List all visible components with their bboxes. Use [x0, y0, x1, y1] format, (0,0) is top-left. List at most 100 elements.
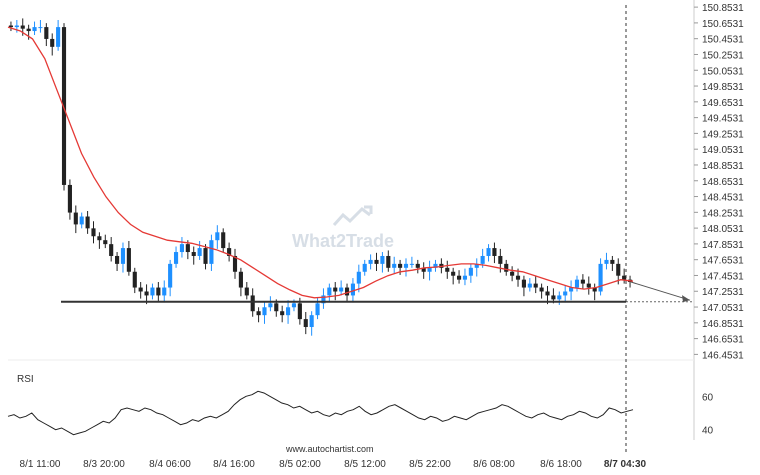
rsi-tick-label: 40	[702, 426, 714, 437]
candle-up	[350, 283, 355, 296]
candle-up	[409, 263, 414, 265]
time-tick-label: 8/5 02:00	[279, 459, 321, 470]
candle-up	[339, 287, 344, 292]
candle-down	[533, 283, 538, 288]
candle-up	[262, 307, 267, 316]
candle-down	[374, 259, 379, 264]
candle-down	[504, 263, 509, 272]
forecast-arrowhead-icon	[682, 295, 690, 303]
candle-down	[386, 255, 391, 268]
candle-up	[392, 263, 397, 268]
price-tick-label: 147.6531	[702, 256, 744, 267]
candle-down	[492, 248, 497, 256]
candle-up	[574, 279, 580, 288]
candle-up	[462, 275, 468, 280]
candle-down	[498, 255, 503, 264]
candle-up	[427, 267, 432, 272]
candle-down	[67, 184, 72, 213]
candle-down	[451, 271, 456, 276]
candle-up	[474, 263, 479, 268]
candle-down	[91, 228, 96, 237]
candle-up	[321, 295, 326, 304]
price-tick-label: 146.6531	[702, 335, 744, 346]
candle-down	[138, 287, 143, 292]
candle-down	[238, 271, 243, 288]
time-tick-label: 8/1 11:00	[20, 459, 61, 470]
candle-up	[604, 259, 609, 264]
candle-down	[297, 303, 302, 320]
candle-down	[144, 291, 149, 296]
candle-down	[109, 244, 114, 256]
candle-up	[527, 283, 532, 288]
candle-up	[168, 263, 173, 288]
candle-down	[610, 259, 615, 264]
candle-down	[521, 279, 526, 288]
candle-up	[403, 263, 409, 268]
candle-down	[44, 27, 49, 39]
candle-down	[185, 244, 190, 253]
price-tick-label: 148.2531	[702, 208, 744, 219]
candle-up	[468, 267, 473, 276]
candle-down	[227, 248, 232, 256]
price-tick-label: 149.6531	[702, 98, 744, 109]
price-tick-label: 147.8531	[702, 240, 744, 251]
candle-down	[115, 255, 120, 264]
candle-down	[132, 271, 137, 288]
candle-up	[150, 287, 155, 296]
candle-down	[97, 236, 102, 241]
price-tick-label: 150.8531	[702, 3, 744, 14]
time-tick-label: 8/4 06:00	[149, 459, 191, 470]
price-tick-label: 149.4531	[702, 114, 744, 125]
candle-down	[103, 240, 108, 245]
candle-down	[244, 287, 249, 296]
price-tick-label: 148.6531	[702, 177, 744, 188]
candle-down	[539, 287, 544, 292]
candle-down	[545, 291, 550, 296]
candle-down	[456, 275, 462, 280]
candle-down	[203, 248, 208, 264]
moving-average-line	[7, 26, 634, 299]
candlestick-series	[8, 18, 633, 336]
candle-up	[291, 303, 297, 308]
time-tick-label: 8/5 22:00	[409, 459, 451, 470]
footer-attribution: www.autochartist.com	[285, 444, 374, 454]
rsi-tick-label: 60	[702, 392, 714, 403]
candle-up	[179, 244, 185, 253]
price-tick-label: 146.4531	[702, 350, 744, 361]
candle-up	[380, 255, 385, 264]
price-axis: 150.8531 150.6531 150.4531 150.2531 150.0531…	[694, 3, 744, 361]
candle-down	[26, 28, 31, 32]
rsi-label: RSI	[17, 374, 34, 385]
candle-down	[156, 287, 161, 296]
price-tick-label: 148.0531	[702, 224, 744, 235]
price-tick-label: 150.4531	[702, 35, 744, 46]
price-tick-label: 149.2531	[702, 129, 744, 140]
candle-down	[50, 38, 55, 47]
watermark-text: What2Trade	[292, 231, 394, 251]
time-tick-label: 8/6 08:00	[473, 459, 515, 470]
candle-down	[73, 212, 78, 225]
price-tick-label: 150.2531	[702, 50, 744, 61]
candle-up	[433, 263, 438, 268]
candle-down	[592, 287, 597, 292]
candle-up	[563, 291, 568, 296]
watermark: What2Trade	[292, 205, 394, 251]
candle-up	[120, 248, 126, 264]
candle-down	[333, 287, 338, 292]
candle-down	[232, 255, 238, 272]
candle-down	[85, 216, 90, 229]
candle-down	[421, 267, 426, 272]
candle-down	[515, 275, 521, 280]
candle-down	[191, 252, 196, 256]
candle-up	[356, 271, 361, 284]
watermark-logo-icon	[332, 205, 373, 227]
time-tick-label: 8/5 12:00	[344, 459, 386, 470]
candle-up	[480, 255, 485, 264]
candle-up	[362, 263, 367, 272]
price-tick-label: 148.4531	[702, 193, 744, 204]
time-tick-label: 8/6 18:00	[540, 459, 582, 470]
time-tick-label: 8/3 20:00	[83, 459, 125, 470]
candle-up	[14, 25, 19, 28]
price-tick-label: 150.0531	[702, 66, 744, 77]
